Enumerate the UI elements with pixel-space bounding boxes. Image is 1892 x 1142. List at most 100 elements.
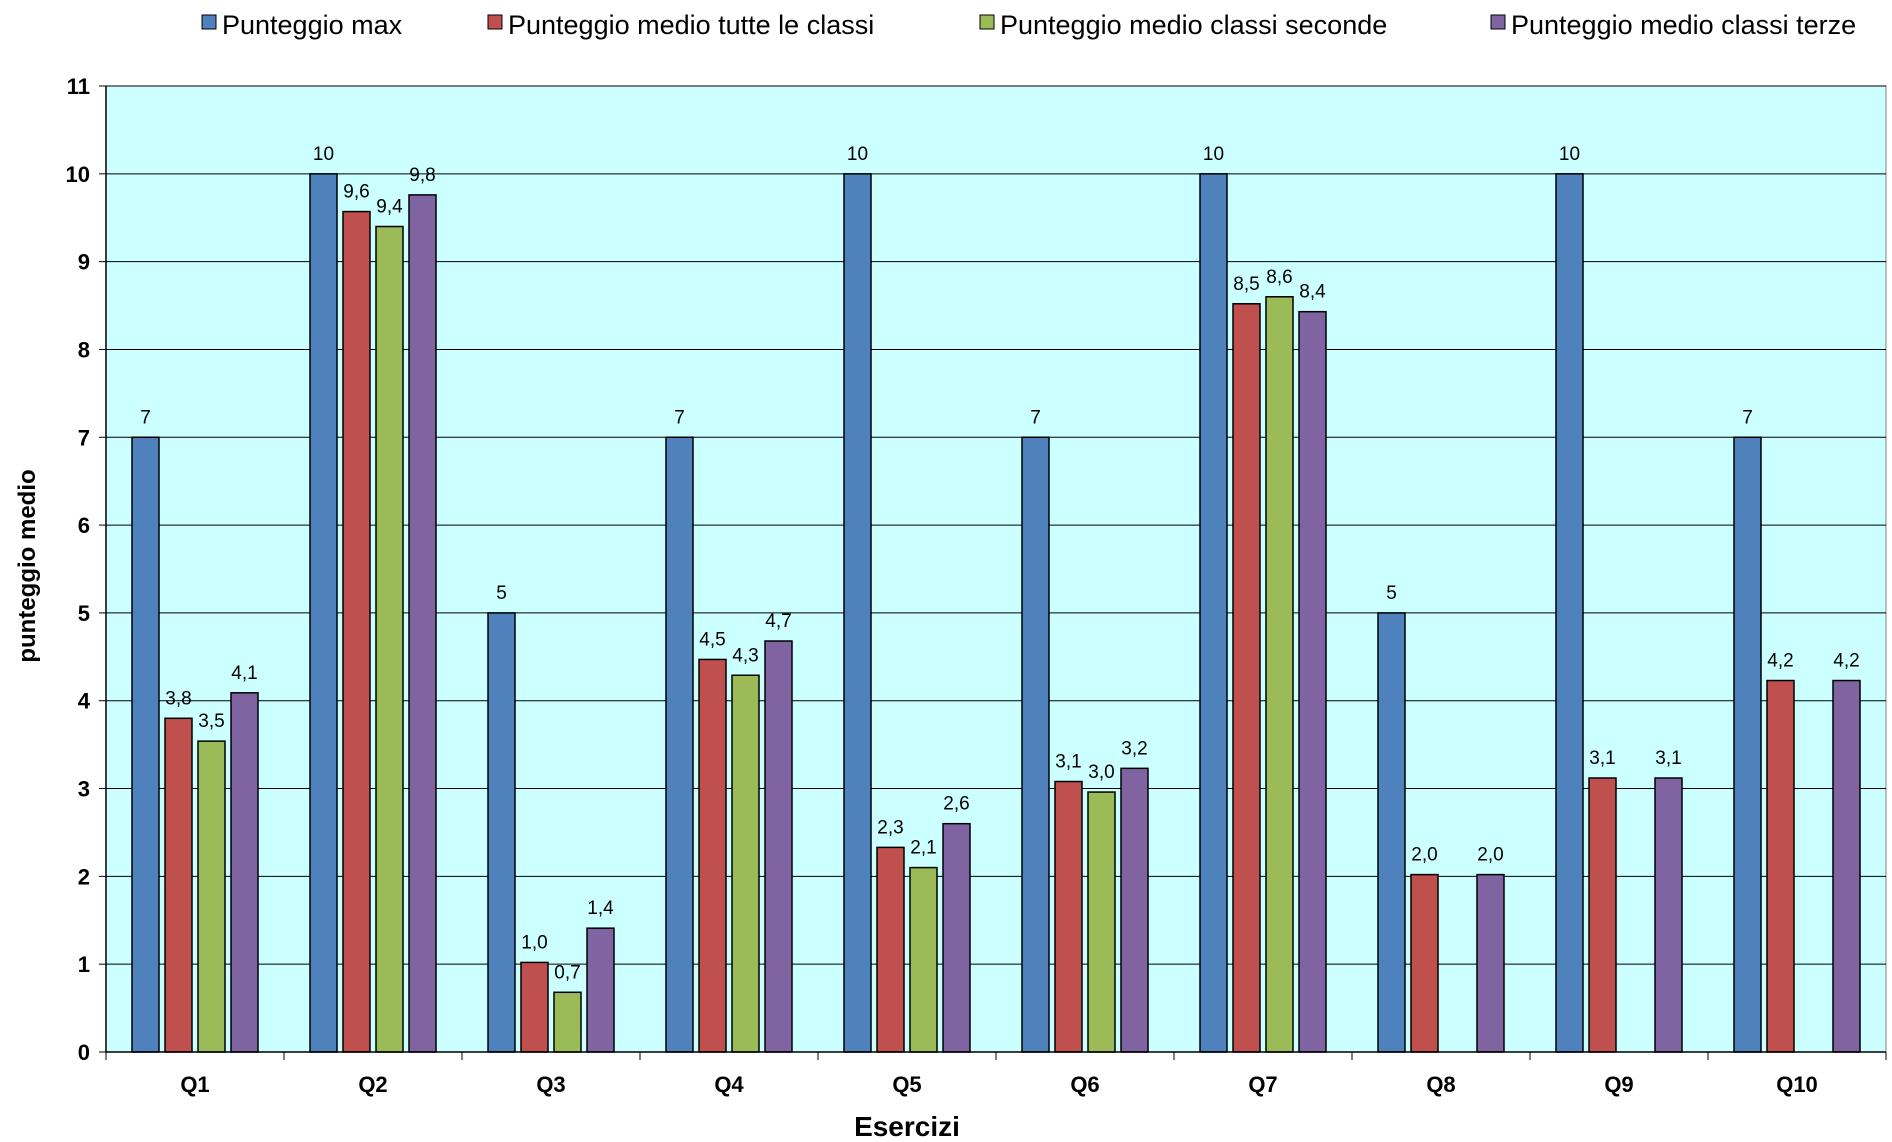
bar (665, 436, 694, 1053)
bar (1555, 173, 1584, 1053)
x-axis-title: Esercizi (854, 1111, 960, 1142)
bar (1021, 436, 1050, 1053)
x-tick-label: Q10 (1776, 1072, 1818, 1097)
legend-label: Punteggio medio classi terze (1511, 10, 1856, 40)
x-tick-label: Q3 (536, 1072, 565, 1097)
data-label: 3,2 (1121, 738, 1147, 759)
data-label: 5 (1386, 583, 1397, 604)
bar (1120, 767, 1149, 1053)
legend-item: Punteggio max (201, 10, 403, 40)
bar (1199, 173, 1228, 1053)
data-label: 1,4 (587, 898, 614, 919)
data-label: 9,4 (376, 197, 403, 218)
bar (197, 740, 226, 1053)
data-label: 7 (140, 407, 151, 428)
data-label: 4,3 (732, 645, 758, 666)
data-label: 4,1 (231, 663, 257, 684)
bar (309, 173, 338, 1053)
data-label: 7 (1742, 407, 1753, 428)
y-tick-label: 8 (78, 337, 90, 362)
x-tick-label: Q4 (714, 1072, 744, 1097)
y-tick-label: 11 (67, 74, 90, 99)
data-label: 7 (1030, 407, 1041, 428)
plot-area (105, 85, 1887, 1053)
data-label: 3,8 (165, 688, 191, 709)
data-label: 8,4 (1299, 282, 1326, 303)
y-axis-title: punteggio medio (14, 469, 41, 662)
bar (520, 961, 549, 1053)
data-label: 3,5 (198, 711, 224, 732)
bar (1733, 436, 1762, 1053)
y-tick-label: 7 (78, 425, 90, 450)
data-label: 10 (313, 144, 334, 165)
bar (487, 612, 516, 1053)
legend-swatch (201, 14, 217, 30)
bar (230, 692, 259, 1053)
bar (698, 658, 727, 1053)
bar (1766, 679, 1795, 1053)
bar (1298, 310, 1327, 1053)
x-tick-label: Q6 (1070, 1072, 1099, 1097)
data-label: 9,8 (409, 165, 435, 186)
data-label: 2,6 (943, 794, 969, 815)
bar (586, 927, 615, 1053)
y-tick-label: 1 (78, 952, 90, 977)
data-label: 3,1 (1655, 748, 1681, 769)
data-label: 3,1 (1055, 752, 1081, 773)
data-label: 2,3 (877, 817, 903, 838)
data-labels: 7 3,8 3,5 4,1 10 9,6 9,4 9,8 5 1,0 0,7 1,4 7 4,5 4,3 4,… (140, 144, 1860, 983)
legend-item: Punteggio medio tutte le classi (487, 10, 874, 40)
y-tick-label: 5 (78, 601, 90, 626)
data-label: 0,7 (554, 962, 580, 983)
data-label: 4,7 (765, 611, 791, 632)
legend-item: Punteggio medio classi seconde (979, 10, 1387, 40)
bar (553, 991, 582, 1053)
y-tick-label: 0 (78, 1040, 90, 1065)
bar (342, 210, 371, 1053)
y-tick-label: 4 (78, 689, 91, 714)
x-tick-label: Q8 (1426, 1072, 1455, 1097)
legend-swatch (487, 14, 503, 30)
bar (1588, 777, 1617, 1053)
data-label: 10 (847, 144, 868, 165)
y-tick-label: 6 (78, 513, 90, 538)
bar (909, 866, 938, 1053)
x-tick-label: Q5 (892, 1072, 921, 1097)
bar (408, 194, 437, 1053)
y-tick-label: 3 (78, 777, 90, 802)
x-tick-label: Q9 (1604, 1072, 1633, 1097)
data-label: 5 (496, 583, 507, 604)
bar (1476, 873, 1505, 1053)
data-label: 8,5 (1233, 274, 1259, 295)
data-label: 10 (1203, 144, 1224, 165)
x-tick-label: Q2 (358, 1072, 387, 1097)
y-tick-label: 2 (78, 864, 90, 889)
legend-label: Punteggio max (222, 10, 403, 40)
bar (843, 173, 872, 1053)
y-tick-label: 9 (78, 250, 90, 275)
data-label: 4,2 (1833, 651, 1859, 672)
data-label: 4,5 (699, 629, 725, 650)
bar (876, 846, 905, 1053)
data-label: 2,0 (1477, 845, 1503, 866)
legend: Punteggio max Punteggio medio tutte le cl… (201, 10, 1856, 40)
data-label: 2,0 (1411, 845, 1437, 866)
bar (1832, 679, 1861, 1053)
bar (731, 674, 760, 1053)
data-label: 2,1 (910, 838, 936, 859)
bar (375, 225, 404, 1053)
bar (1265, 296, 1294, 1053)
legend-label: Punteggio medio tutte le classi (508, 10, 874, 40)
data-label: 3,1 (1589, 748, 1615, 769)
legend-label: Punteggio medio classi seconde (1000, 10, 1387, 40)
bar (942, 822, 971, 1053)
bar (164, 717, 193, 1053)
x-tick-label: Q7 (1248, 1072, 1277, 1097)
axes: 0 1 2 3 4 5 6 7 8 9 10 11 Q1 Q2 Q3 Q4 Q5 Q6 Q7 Q8 Q9 Q10 (66, 74, 1887, 1097)
data-label: 1,0 (521, 932, 547, 953)
legend-swatch (979, 14, 995, 30)
data-label: 3,0 (1088, 762, 1114, 783)
bar (1410, 873, 1439, 1053)
bar (131, 436, 160, 1053)
